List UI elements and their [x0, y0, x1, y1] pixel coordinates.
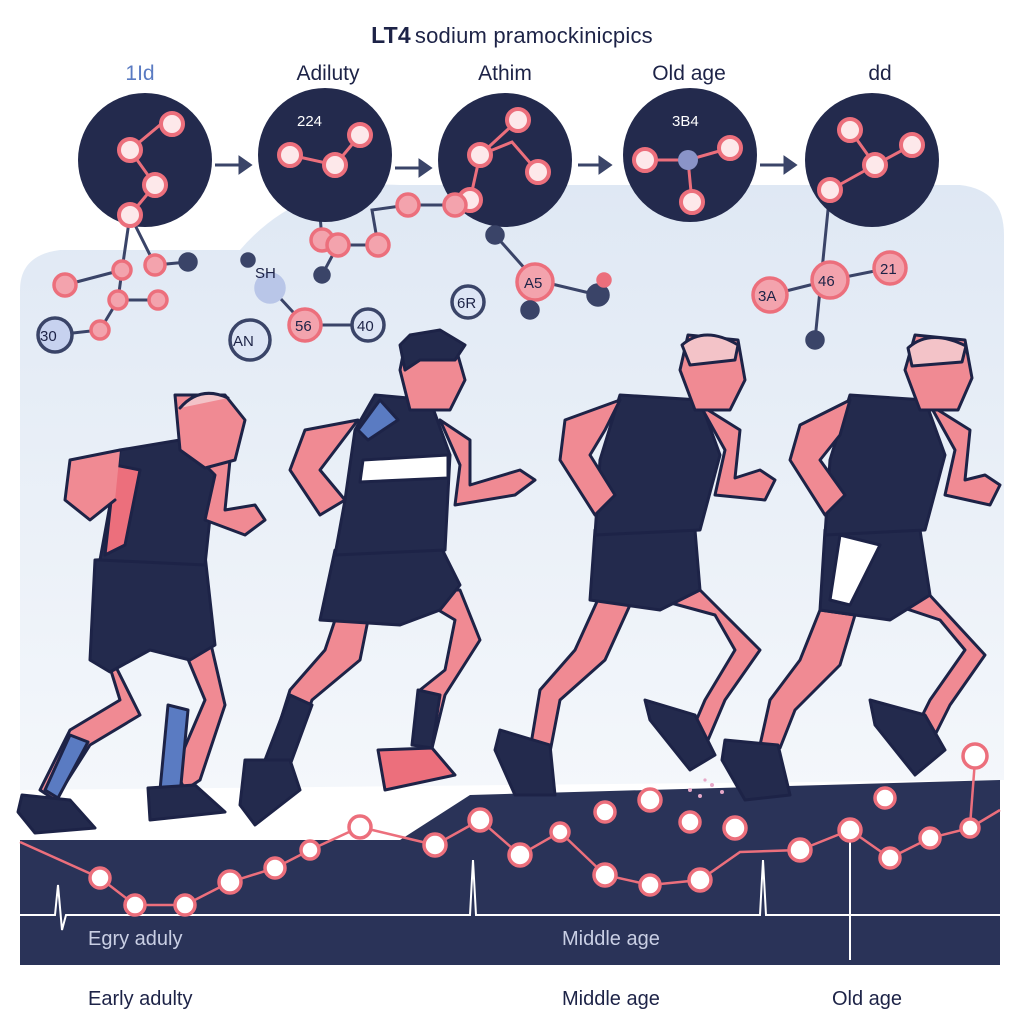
molecule-circle-4: 3B4 — [623, 88, 757, 222]
node-label-sh: SH — [255, 265, 276, 282]
page-title: LT4 sodium pramockinicpics — [371, 22, 653, 48]
axis-label-middle: Middle age — [562, 988, 660, 1010]
stage-label-1: 1Id — [125, 62, 155, 85]
runner-2 — [238, 328, 537, 827]
stage-label-2: Adiluty — [296, 62, 360, 85]
node-label-3a: 3A — [758, 288, 776, 305]
molecule-circle-5 — [805, 93, 939, 227]
runner-1 — [16, 391, 267, 835]
node-label-40: 40 — [357, 318, 374, 335]
node-label-30: 30 — [40, 328, 57, 345]
circle-number-1: 224 — [297, 113, 322, 130]
node-label-21: 21 — [880, 261, 897, 278]
track — [19, 742, 1001, 965]
track-label-left: Egry aduly — [88, 928, 183, 950]
stage-label-4: Old age — [652, 62, 726, 85]
stage-label-3: Athim — [478, 62, 532, 85]
molecule-circle-2: 224 — [258, 88, 392, 222]
node-labels: SH 30 AN 56 40 6R A5 3A 46 21 — [40, 261, 897, 350]
circle-number-2: 3B4 — [672, 113, 699, 130]
floating-nodes — [36, 192, 908, 362]
stage-label-5: dd — [868, 62, 892, 85]
node-label-an: AN — [233, 333, 254, 350]
node-label-6r: 6R — [457, 295, 476, 312]
track-label-middle: Middle age — [562, 928, 660, 950]
axis-label-early: Early adulty — [88, 988, 193, 1010]
node-label-a5: A5 — [524, 275, 542, 292]
axis-label-old: Old age — [832, 988, 903, 1010]
node-label-56: 56 — [295, 318, 312, 335]
node-label-46: 46 — [818, 273, 835, 290]
runner-3 — [493, 333, 777, 797]
molecule-circle-3 — [438, 93, 572, 227]
stage-arrows — [215, 155, 798, 178]
runner-4 — [720, 333, 1002, 802]
molecule-circle-1 — [78, 93, 212, 228]
